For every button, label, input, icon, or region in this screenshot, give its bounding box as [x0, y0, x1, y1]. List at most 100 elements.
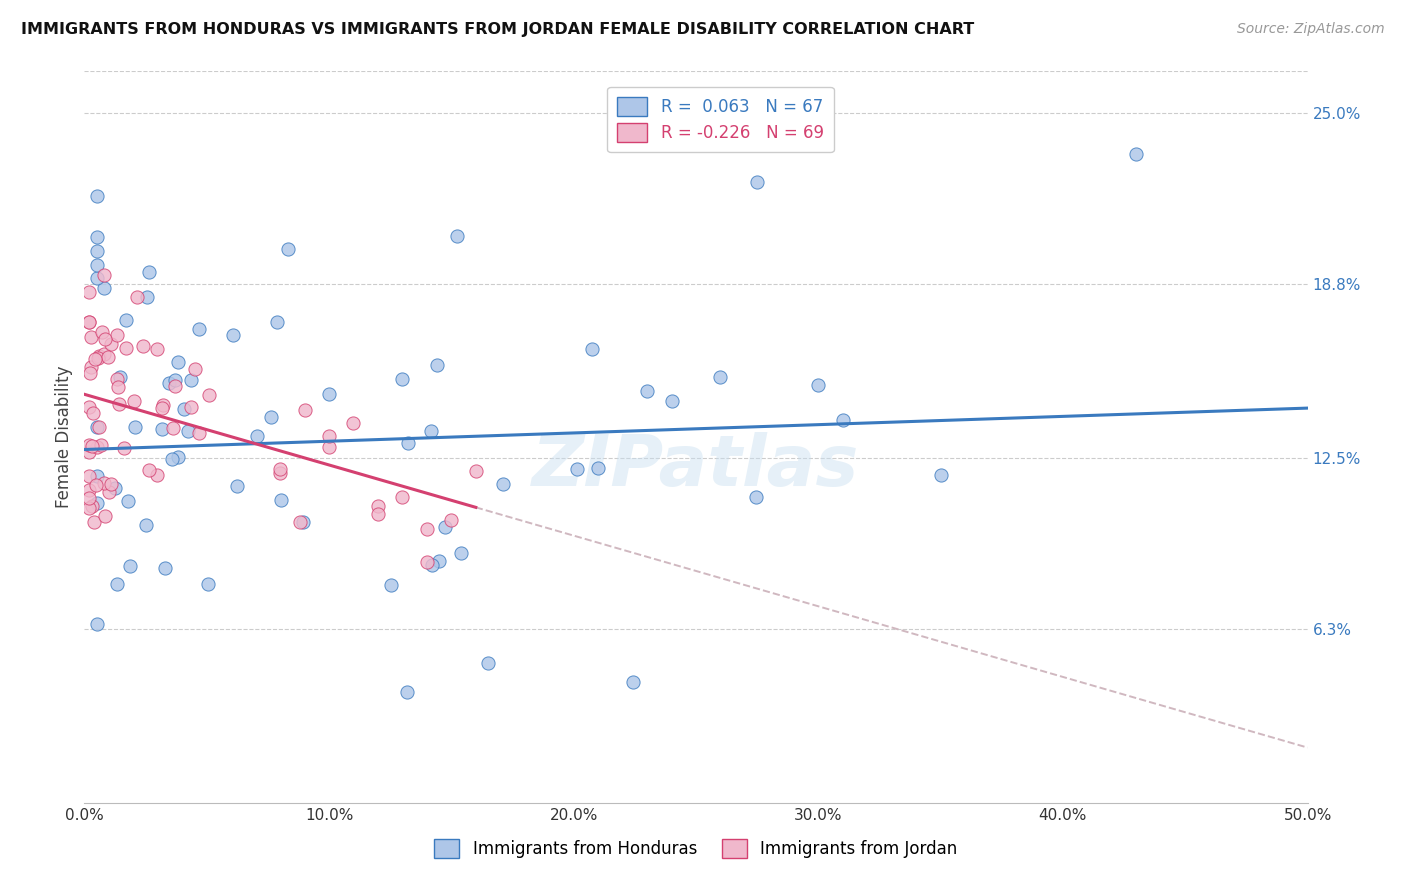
Point [416, 522, 439, 536]
Point [177, 424, 200, 438]
Text: ZIPatlas: ZIPatlas [533, 432, 859, 500]
Point [709, 370, 731, 384]
Point [157, 376, 180, 390]
Point [86, 469, 108, 483]
Point [112, 441, 135, 455]
Point [105, 372, 128, 386]
Point [93, 268, 115, 282]
Point [87, 351, 110, 365]
Point [391, 490, 413, 504]
Point [100, 476, 122, 491]
Point [86, 188, 108, 202]
Point [661, 393, 683, 408]
Text: IMMIGRANTS FROM HONDURAS VS IMMIGRANTS FROM JORDAN FEMALE DISABILITY CORRELATION: IMMIGRANTS FROM HONDURAS VS IMMIGRANTS F… [21, 22, 974, 37]
Point [79, 491, 101, 505]
Point [492, 477, 515, 491]
Point [87, 420, 110, 434]
Point [105, 577, 128, 591]
Point [104, 481, 127, 495]
Point [138, 265, 160, 279]
Point [391, 372, 413, 386]
Point [380, 577, 402, 591]
Point [162, 421, 184, 435]
Point [77, 483, 100, 498]
Point [80, 330, 103, 344]
Point [420, 558, 443, 573]
Point [87, 349, 110, 363]
Point [135, 517, 157, 532]
Point [160, 451, 183, 466]
Point [83, 351, 105, 366]
Point [446, 228, 468, 243]
Point [132, 338, 155, 352]
Point [173, 402, 195, 417]
Point [464, 464, 486, 478]
Point [77, 445, 100, 459]
Point [342, 416, 364, 430]
Point [747, 175, 769, 189]
Point [86, 496, 108, 510]
Point [294, 403, 316, 417]
Point [270, 493, 292, 508]
Point [146, 342, 169, 356]
Point [266, 315, 288, 329]
Point [167, 355, 190, 369]
Point [86, 230, 108, 244]
Point [77, 285, 100, 299]
Point [84, 478, 107, 492]
Point [77, 501, 100, 516]
Point [93, 347, 115, 361]
Point [77, 316, 100, 330]
Point [77, 438, 100, 452]
Point [97, 485, 120, 500]
Point [79, 366, 101, 380]
Point [166, 450, 188, 464]
Point [150, 422, 173, 436]
Point [105, 327, 128, 342]
Point [396, 685, 419, 699]
Point [155, 561, 177, 575]
Point [107, 380, 129, 394]
Point [621, 675, 644, 690]
Text: Source: ZipAtlas.com: Source: ZipAtlas.com [1237, 22, 1385, 37]
Point [292, 515, 315, 529]
Point [187, 322, 209, 336]
Point [367, 499, 389, 513]
Point [269, 462, 291, 476]
Point [416, 555, 439, 569]
Point [117, 494, 139, 508]
Point [108, 370, 131, 384]
Point [125, 289, 148, 303]
Point [419, 424, 441, 438]
Point [188, 425, 211, 440]
Point [86, 244, 108, 258]
Point [86, 419, 108, 434]
Point [367, 507, 389, 521]
Legend: Immigrants from Honduras, Immigrants from Jordan: Immigrants from Honduras, Immigrants fro… [427, 832, 965, 865]
Point [93, 281, 115, 295]
Point [115, 312, 138, 326]
Point [318, 386, 340, 401]
Point [277, 242, 299, 256]
Point [165, 379, 187, 393]
Point [318, 429, 340, 443]
Point [586, 461, 609, 475]
Point [180, 373, 202, 387]
Point [450, 546, 472, 560]
Point [222, 328, 245, 343]
Point [82, 499, 104, 513]
Point [197, 388, 219, 402]
Point [246, 429, 269, 443]
Point [86, 616, 108, 631]
Point [433, 520, 456, 534]
Point [565, 462, 588, 476]
Point [94, 509, 117, 524]
Point [122, 394, 145, 409]
Point [93, 332, 115, 346]
Point [80, 360, 103, 375]
Point [636, 384, 658, 398]
Point [82, 405, 104, 419]
Point [477, 657, 499, 671]
Point [97, 350, 120, 364]
Point [929, 467, 952, 482]
